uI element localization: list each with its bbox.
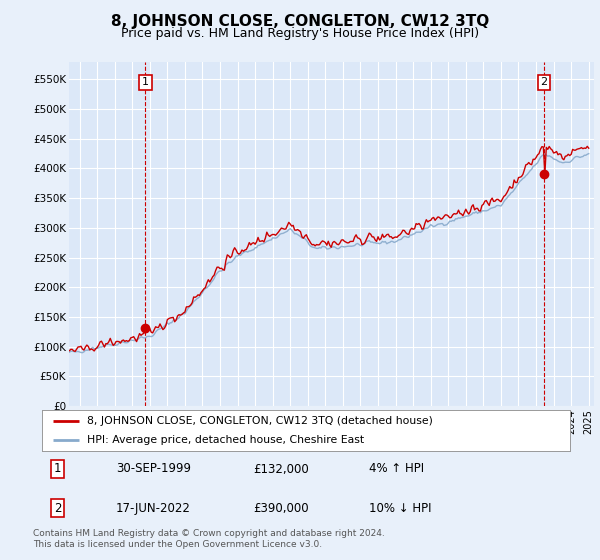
Text: HPI: Average price, detached house, Cheshire East: HPI: Average price, detached house, Ches…	[87, 435, 364, 445]
Text: 1: 1	[54, 463, 62, 475]
Text: 10% ↓ HPI: 10% ↓ HPI	[370, 502, 432, 515]
Text: Price paid vs. HM Land Registry's House Price Index (HPI): Price paid vs. HM Land Registry's House …	[121, 27, 479, 40]
Text: 2: 2	[54, 502, 62, 515]
Text: 30-SEP-1999: 30-SEP-1999	[116, 463, 191, 475]
Text: £132,000: £132,000	[253, 463, 309, 475]
Text: 1: 1	[142, 77, 149, 87]
Text: 2: 2	[541, 77, 548, 87]
Text: 17-JUN-2022: 17-JUN-2022	[116, 502, 191, 515]
Text: 4% ↑ HPI: 4% ↑ HPI	[370, 463, 424, 475]
Text: 8, JOHNSON CLOSE, CONGLETON, CW12 3TQ (detached house): 8, JOHNSON CLOSE, CONGLETON, CW12 3TQ (d…	[87, 417, 433, 426]
Text: £390,000: £390,000	[253, 502, 309, 515]
Text: 8, JOHNSON CLOSE, CONGLETON, CW12 3TQ: 8, JOHNSON CLOSE, CONGLETON, CW12 3TQ	[111, 14, 489, 29]
Text: Contains HM Land Registry data © Crown copyright and database right 2024.
This d: Contains HM Land Registry data © Crown c…	[33, 529, 385, 549]
